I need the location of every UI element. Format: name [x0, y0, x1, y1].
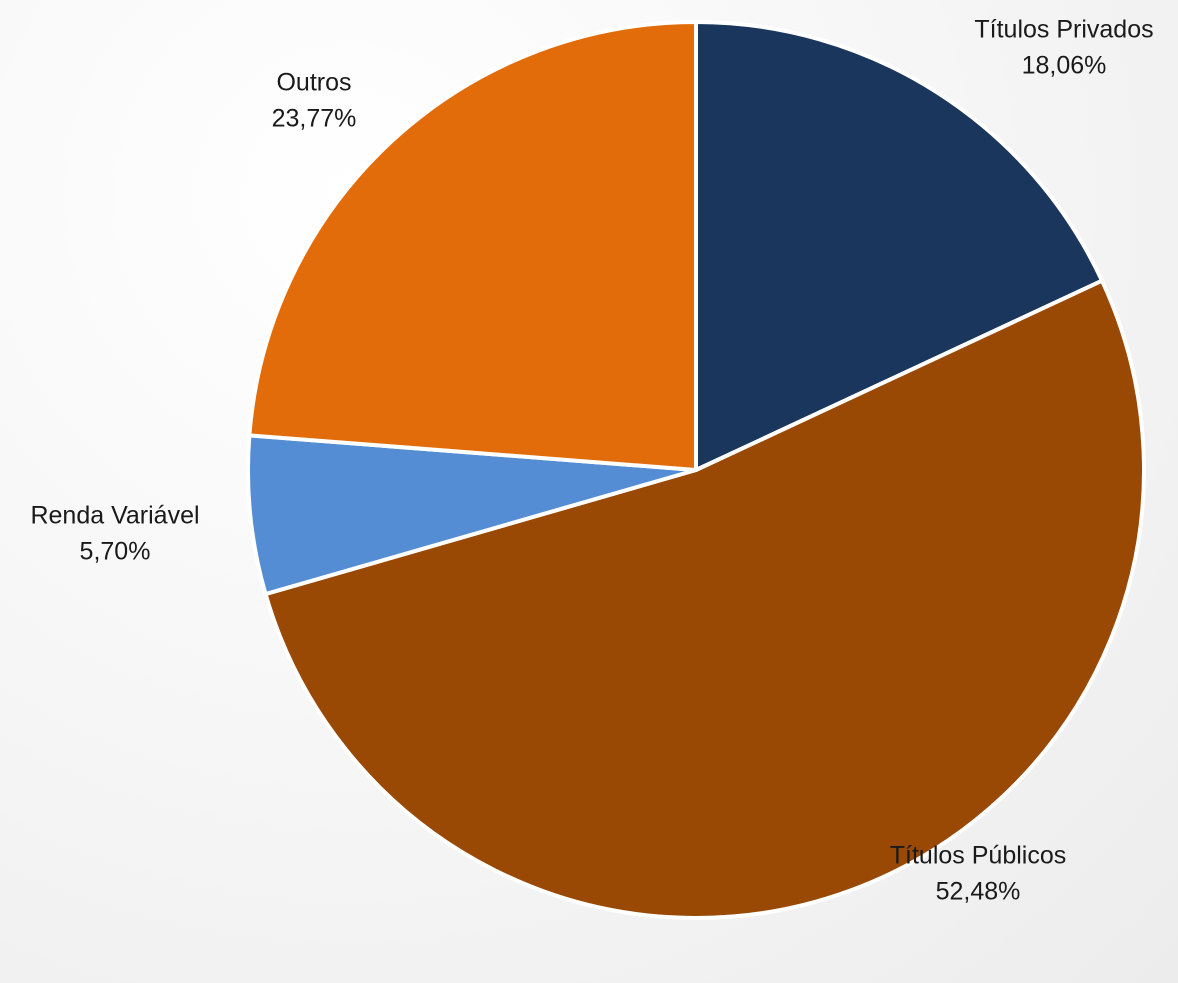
label-titulos-publicos-value: 52,48%	[936, 878, 1021, 906]
label-outros-name: Outros	[276, 69, 351, 97]
slice-titulos-publicos	[263, 278, 1146, 920]
label-titulos-privados-value: 18,06%	[1022, 52, 1107, 80]
label-titulos-publicos-name: Títulos Públicos	[890, 842, 1066, 870]
label-titulos-privados-name: Títulos Privados	[974, 16, 1153, 44]
pie-labels: Títulos Privados 18,06% Títulos Públicos 52…	[30, 16, 1153, 906]
slice-renda-variavel	[246, 433, 698, 597]
label-renda-variavel-value: 5,70%	[80, 538, 151, 566]
pie-slices	[246, 20, 1146, 920]
slice-titulos-privados	[694, 20, 1105, 472]
slice-outros	[247, 20, 698, 472]
label-renda-variavel-name: Renda Variável	[30, 502, 199, 530]
label-outros-value: 23,77%	[272, 105, 357, 133]
